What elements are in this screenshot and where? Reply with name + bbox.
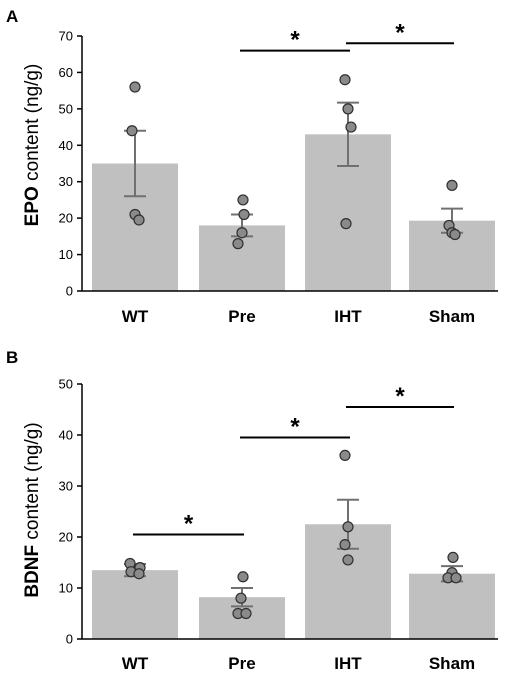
panel-a-x-tick-label-0: WT [122,307,149,326]
panel-b-point-2-1 [342,521,354,533]
panel-b-point-2-0 [339,449,351,461]
panel-a-point-1-1 [238,208,250,221]
panel-a-y-tick-label-4: 40 [59,138,73,153]
panel-a-y-tick-label-0: 0 [66,284,73,299]
panel-a-point-0-1 [126,125,138,137]
panel-a-y-tick-label-3: 30 [59,174,73,189]
panel-a-point-1-3 [232,238,244,250]
panel-b-point-2-3 [342,554,354,566]
panel-b-point-1-1 [235,592,247,604]
panel-b-point-1-3 [240,607,252,620]
panel-a-point-1-0 [237,194,249,206]
panel-a-y-tick-label-1: 10 [59,247,73,262]
panel-a-y-tick-label-5: 50 [59,101,73,116]
panel-a-y-axis-title-bold: EPO [22,186,43,226]
panel-a-point-0-3 [133,214,145,226]
panel-a-point-2-2 [345,121,357,133]
panel-b-significance-star-2: * [395,383,405,410]
panel-a-point-1-2 [236,227,248,239]
panel-a-y-tick-label-2: 20 [59,211,73,226]
panel-b-point-0-3 [133,568,145,580]
panel-a-y-axis-title: EPO content (ng/g) [22,64,43,227]
panel-a-point-2-0 [339,74,351,86]
panel-b-letter: B [6,348,18,367]
panel-b-y-axis-title: BDNF content (ng/g) [22,422,43,597]
panel-b-y-tick-label-3: 30 [59,479,73,494]
panel-b-y-tick-label-0: 0 [66,632,73,647]
panel-b-point-3-3 [450,572,462,584]
panel-b-significance-star-1: * [290,414,300,441]
panel-a-point-3-0 [446,179,458,191]
panel-a-point-0-0 [129,81,141,93]
panel-b-significance-star-0: * [184,510,194,537]
panel-b-y-tick-label-2: 20 [59,530,73,545]
panel-b-x-tick-label-3: Sham [429,654,475,673]
panel-a-point-2-3 [340,218,352,230]
panel-b: B BDNF content (ng/g) 0 10 20 30 40 50 WT Pre IH… [6,348,498,673]
panel-b-y-tick-label-1: 10 [59,581,73,596]
panel-a-x-tick-label-1: Pre [228,307,255,326]
panel-a-y-axis-title-rest: content (ng/g) [22,64,43,187]
panel-a-significance-star-0: * [290,27,300,54]
panel-b-bar-3 [409,573,495,639]
panel-b-y-tick-label-5: 50 [59,377,73,392]
panel-a-x-tick-label-3: Sham [429,307,475,326]
panel-a-significance-star-1: * [395,19,405,46]
panel-a-point-3-3 [449,228,461,241]
panel-b-y-axis-title-rest: content (ng/g) [22,422,43,545]
panel-b-point-3-0 [447,551,459,564]
panel-b-point-2-2 [339,539,351,551]
panel-a-y-tick-label-6: 60 [59,65,73,80]
panel-b-point-1-0 [237,571,249,583]
panel-a-point-2-1 [342,103,354,115]
panel-b-y-tick-label-4: 40 [59,428,73,443]
panel-b-y-axis-title-bold: BDNF [22,545,43,598]
panel-a-x-tick-label-2: IHT [334,307,362,326]
panel-b-x-tick-label-1: Pre [228,654,255,673]
panel-a: A EPO content (ng/g) 0 10 20 30 40 50 60 70 WT Pr… [6,7,498,326]
panel-b-x-tick-label-2: IHT [334,654,362,673]
panel-a-y-tick-label-7: 70 [59,29,73,44]
panel-b-x-tick-label-0: WT [122,654,149,673]
panel-b-bar-0 [92,570,178,639]
panel-a-letter: A [6,7,18,26]
